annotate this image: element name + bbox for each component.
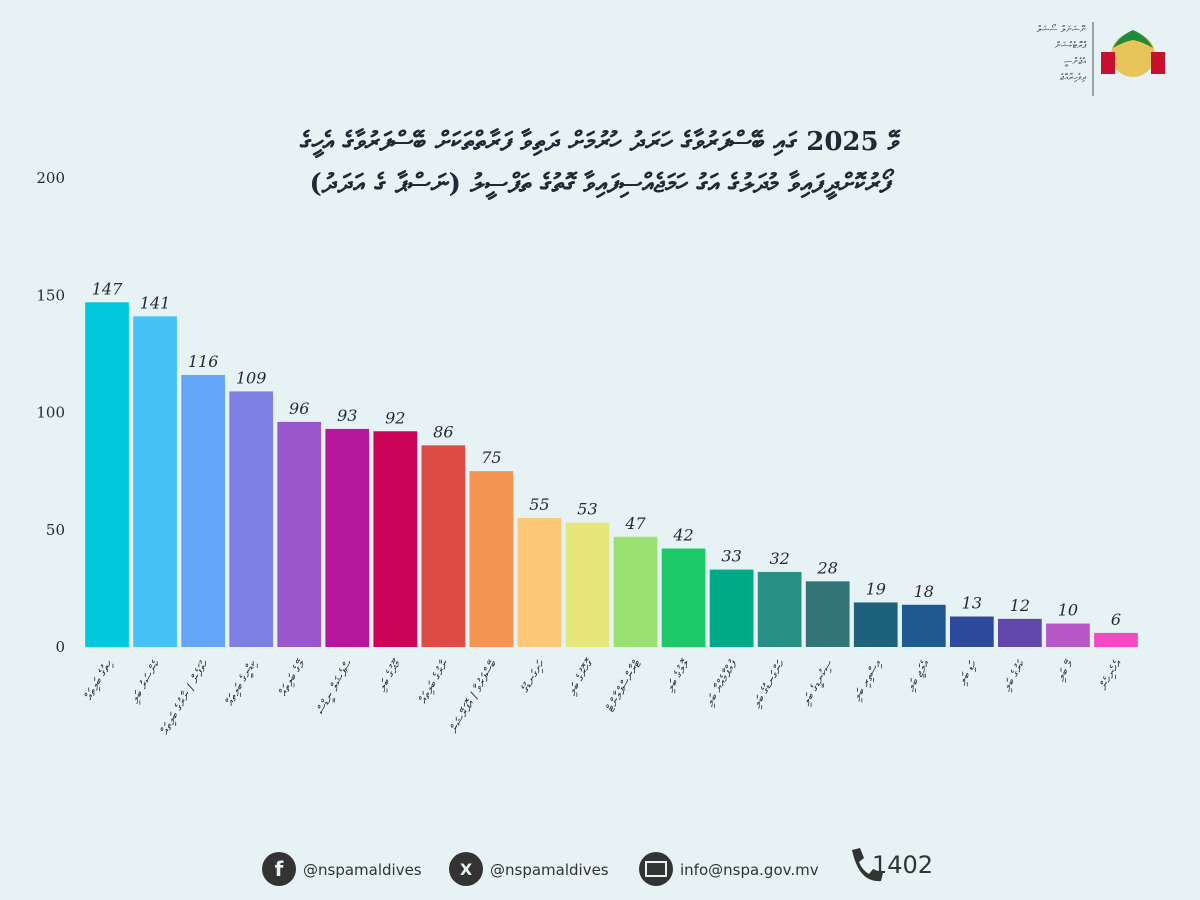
phone-icon: [852, 848, 883, 882]
x-tick-label: ކިޑްނީގެ ބަލިތައް: [223, 657, 261, 708]
logo-text: ޕްރޮޓެކްޝަން: [1055, 41, 1088, 51]
y-tick-label: 150: [36, 286, 65, 304]
x-tick-label: ލޭގެ ބަލިތައް: [276, 657, 308, 699]
phone: 1402: [872, 851, 933, 879]
bar: [613, 536, 658, 647]
x-tick-label: ބޭސްފަރުވާ / އޮޕަރޭޝަން: [447, 657, 500, 735]
bar: [805, 581, 850, 647]
email-icon: [639, 852, 673, 886]
x-tick-label: ނާރުގެ ބަލިތައް: [416, 657, 452, 706]
bar: [517, 518, 562, 647]
value-label: 116: [188, 352, 219, 371]
value-label: 147: [92, 279, 123, 298]
logo: ނޭޝަނަލް ސޯޝަލް ޕްރޮޓެކްޝަން އެޖެންސީ ދި…: [1037, 22, 1165, 96]
palm: [1113, 30, 1153, 48]
value-label: 93: [337, 406, 357, 425]
x-tick-label: ކެންސަރު ބަލި: [128, 657, 164, 705]
value-label: 32: [769, 549, 789, 568]
x-tick-label: ގޮހޮރުގެ ބަލި: [565, 655, 598, 697]
email: info@nspa.gov.mv: [680, 861, 819, 879]
x-tick-label: ހިތުގެ ބަލިތައް: [82, 657, 116, 702]
value-label: 96: [289, 399, 309, 418]
x-tick-label: އިސްތިރި ބަލި: [850, 657, 885, 704]
y-tick-label: 100: [36, 404, 65, 422]
facebook-glyph: f: [275, 857, 284, 881]
bar: [998, 618, 1042, 647]
value-label: 33: [721, 547, 741, 566]
bar: [949, 616, 994, 647]
bar: [1094, 632, 1138, 647]
y-tick-label: 50: [46, 521, 65, 539]
x-tick-label: ހަށިގަނޑުގެ: [518, 657, 548, 695]
y-tick-label: 0: [55, 638, 65, 656]
bar: [565, 522, 610, 647]
email-glyph: [645, 861, 667, 877]
value-label: 12: [1010, 596, 1030, 615]
x-tick-label: ހަންގަނޑުގެ ބަލި: [750, 657, 789, 710]
x-tick-label: ސްޕެޝަލް ނީޑްސް: [314, 657, 357, 717]
bar: [901, 604, 946, 647]
value-label: 75: [481, 448, 501, 467]
value-label: 18: [914, 582, 934, 601]
x-tick-label: މޫދުގެ ބަލި: [375, 657, 405, 694]
value-label: 19: [866, 579, 886, 598]
bar: [181, 374, 225, 647]
x-tick-label: ފުއްޕާމެއްޔާ ބަލި: [702, 657, 740, 709]
x-glyph: X: [460, 860, 473, 879]
value-label: 10: [1058, 601, 1078, 620]
flag: [1151, 52, 1165, 74]
x-tick-label: އެލަޖީ ބަލި: [903, 657, 933, 694]
bar: [85, 302, 129, 647]
x-tick-label: ހަޑި ބަލި: [955, 657, 980, 687]
emblem: [1111, 33, 1155, 77]
value-label: 28: [817, 558, 838, 577]
x-tick-label: ސިކުނޑީގެ ބަލި: [799, 657, 837, 708]
bar: [709, 569, 754, 647]
facebook-icon: [262, 852, 296, 886]
value-label: 55: [529, 495, 549, 514]
bar: [421, 445, 466, 647]
x-tick-label: ކަރުގެ ބަލި: [1000, 657, 1029, 693]
bar: [853, 602, 898, 647]
chart-title: ވޭ 2025 ގައި ބޭސްފަރުވާގެ ހަރަދު ހުރުމަށ…: [299, 127, 901, 159]
value-label: 6: [1111, 610, 1121, 629]
value-label: 13: [962, 594, 982, 613]
value-label: 86: [433, 422, 453, 441]
value-label: 47: [624, 514, 646, 533]
bar: [133, 316, 177, 647]
facebook-handle: @nspamaldives: [303, 861, 422, 879]
bar: [277, 421, 322, 647]
x-handle: @nspamaldives: [490, 861, 609, 879]
x-icon: [449, 852, 483, 886]
x-tick-label: އެހެނިހެން: [1096, 657, 1125, 693]
bar: [229, 391, 274, 647]
logo-text: ދިވެހިރާއްޖެ: [1060, 73, 1087, 83]
bar: [661, 548, 706, 647]
value-label: 53: [577, 500, 597, 519]
x-tick-label: މޭ ބަލި: [1053, 657, 1076, 684]
x-tick-label: ލޮލުގެ ބަލި: [663, 656, 693, 694]
y-tick-label: 200: [36, 169, 65, 187]
bar: [325, 428, 370, 647]
footer: f @nspamaldives X @nspamaldives info@nsp…: [262, 848, 933, 886]
value-label: 92: [385, 408, 405, 427]
x-tick-label: ޓްރާންސްޕްލާންޓް: [603, 657, 644, 714]
bar: [373, 431, 418, 647]
bar: [1046, 623, 1090, 647]
value-label: 141: [140, 293, 171, 312]
chart-title: ފޯރުކޮށްދީފައިވާ މުދަލުގެ އަގު ހަމަޖެއްސ…: [310, 169, 896, 201]
bar: [757, 571, 802, 647]
flag: [1101, 52, 1115, 74]
x-tick-label: ހުވަފެން / ނާރުގެ ބަލިތައް: [158, 657, 212, 737]
value-label: 42: [672, 526, 693, 545]
logo-text: އެޖެންސީ: [1064, 57, 1086, 67]
bar: [469, 471, 514, 647]
logo-text: ނޭޝަނަލް ސޯޝަލް: [1037, 24, 1087, 35]
value-label: 109: [236, 368, 267, 387]
